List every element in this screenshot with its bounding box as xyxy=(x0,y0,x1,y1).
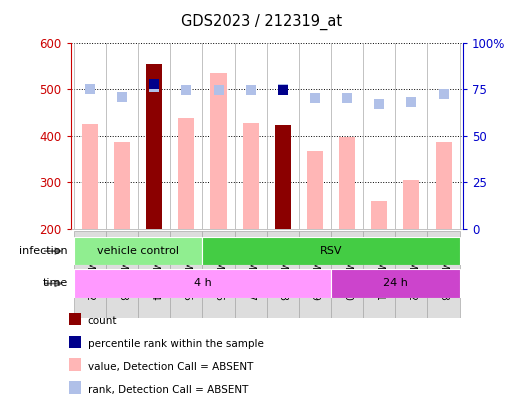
Bar xyxy=(363,231,395,318)
Bar xyxy=(106,231,138,318)
Bar xyxy=(436,142,451,229)
Bar xyxy=(74,237,202,265)
Text: GDS2023 / 212319_at: GDS2023 / 212319_at xyxy=(181,14,342,30)
Bar xyxy=(299,231,331,318)
Bar xyxy=(70,381,81,394)
Bar xyxy=(170,231,202,318)
Text: GSM76400: GSM76400 xyxy=(342,248,352,301)
Text: 4 h: 4 h xyxy=(194,279,211,288)
Bar xyxy=(371,201,388,229)
Bar xyxy=(331,269,460,298)
Bar xyxy=(138,231,170,318)
Bar xyxy=(74,231,106,318)
Text: GSM76403: GSM76403 xyxy=(439,248,449,301)
Bar xyxy=(202,237,460,265)
Text: 24 h: 24 h xyxy=(383,279,408,288)
Bar xyxy=(74,269,331,298)
Bar xyxy=(307,151,323,229)
Text: GSM76399: GSM76399 xyxy=(310,248,320,301)
Text: percentile rank within the sample: percentile rank within the sample xyxy=(87,339,264,349)
Bar xyxy=(178,118,195,229)
Text: vehicle control: vehicle control xyxy=(97,246,179,256)
Bar xyxy=(210,73,226,229)
Bar xyxy=(403,180,419,229)
Bar xyxy=(275,126,291,229)
Bar xyxy=(70,313,81,325)
Bar xyxy=(70,358,81,371)
Bar xyxy=(146,64,162,229)
Text: GSM76393: GSM76393 xyxy=(117,248,127,301)
Bar xyxy=(267,231,299,318)
Bar xyxy=(70,336,81,348)
Text: count: count xyxy=(87,316,117,326)
Text: time: time xyxy=(43,279,68,288)
Bar xyxy=(235,231,267,318)
Text: rank, Detection Call = ABSENT: rank, Detection Call = ABSENT xyxy=(87,385,248,394)
Bar xyxy=(395,231,427,318)
Text: GSM76397: GSM76397 xyxy=(246,248,256,301)
Text: value, Detection Call = ABSENT: value, Detection Call = ABSENT xyxy=(87,362,253,372)
Bar xyxy=(427,231,460,318)
Bar xyxy=(202,231,235,318)
Text: GSM76401: GSM76401 xyxy=(374,248,384,301)
Text: GSM76392: GSM76392 xyxy=(85,248,95,301)
Text: GSM76396: GSM76396 xyxy=(213,248,223,301)
Bar xyxy=(82,124,98,229)
Text: RSV: RSV xyxy=(320,246,342,256)
Text: infection: infection xyxy=(19,246,68,256)
Bar xyxy=(114,142,130,229)
Text: GSM76402: GSM76402 xyxy=(406,248,416,301)
Bar xyxy=(331,231,363,318)
Text: GSM76394: GSM76394 xyxy=(149,248,159,301)
Text: GSM76398: GSM76398 xyxy=(278,248,288,301)
Bar xyxy=(339,136,355,229)
Bar xyxy=(243,123,259,229)
Text: GSM76395: GSM76395 xyxy=(181,248,191,301)
